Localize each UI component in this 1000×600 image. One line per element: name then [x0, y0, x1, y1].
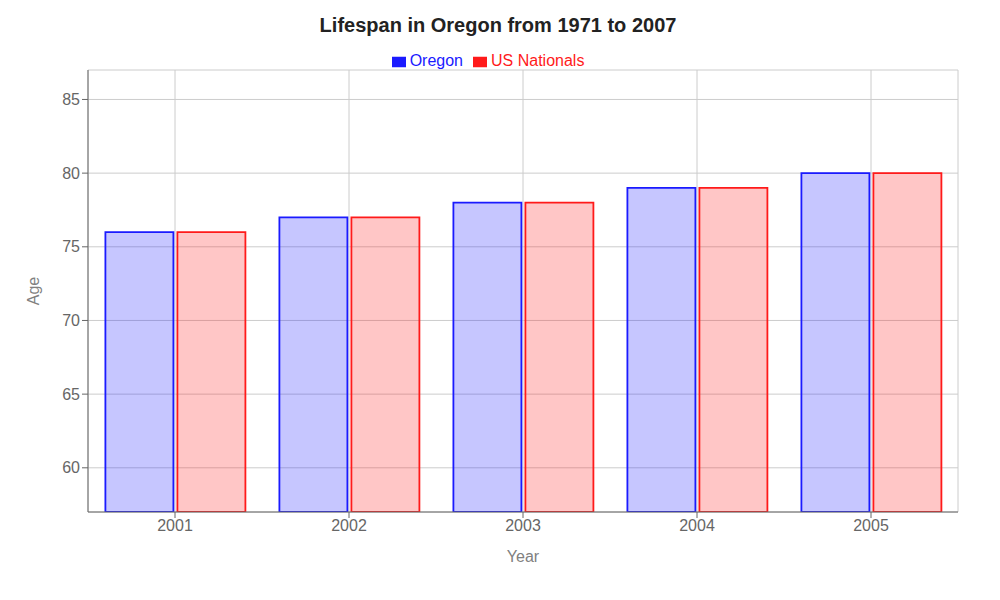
svg-text:Age: Age — [25, 277, 42, 306]
svg-text:85: 85 — [62, 91, 80, 108]
svg-text:75: 75 — [62, 238, 80, 255]
svg-text:2005: 2005 — [853, 517, 889, 534]
svg-text:2002: 2002 — [331, 517, 367, 534]
svg-text:60: 60 — [62, 459, 80, 476]
html-text:US Nationals: US Nationals — [491, 52, 585, 69]
svg-text:80: 80 — [62, 165, 80, 182]
svg-text:70: 70 — [62, 312, 80, 329]
svg-text:2004: 2004 — [679, 517, 715, 534]
svg-text:2003: 2003 — [505, 517, 541, 534]
html-text:Oregon: Oregon — [409, 52, 463, 69]
svg-text:65: 65 — [62, 386, 80, 403]
html-text:Lifespan in Oregon from 1971 t: Lifespan in Oregon from 1971 to 2007 — [319, 14, 677, 36]
svg-text:Year: Year — [507, 548, 540, 565]
svg-text:2001: 2001 — [157, 517, 193, 534]
